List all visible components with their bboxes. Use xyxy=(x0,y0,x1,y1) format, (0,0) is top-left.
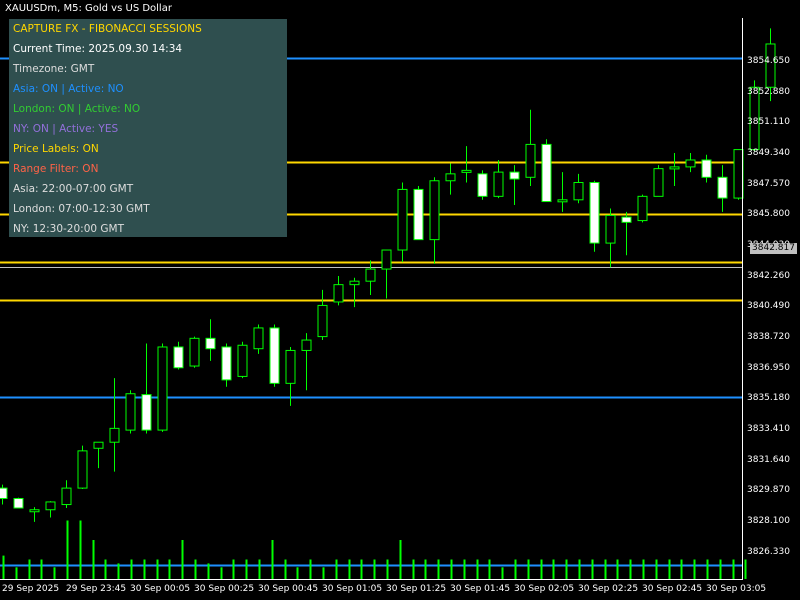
candle-body xyxy=(685,159,696,168)
candle-body xyxy=(413,188,424,241)
price-tick-label: 3838.720 xyxy=(747,331,790,342)
chart-title: XAUUSDm, M5: Gold vs US Dollar xyxy=(5,3,172,14)
panel-line-0: CAPTURE FX - FIBONACCI SESSIONS xyxy=(13,23,202,35)
candle-body xyxy=(525,143,536,178)
candle-body xyxy=(13,497,24,509)
candle-body xyxy=(749,86,760,151)
candle-body xyxy=(653,168,664,197)
price-tick-label: 3835.180 xyxy=(747,393,790,404)
candle-body xyxy=(173,346,184,369)
price-tick-label: 3852.880 xyxy=(747,86,790,97)
candle-body xyxy=(109,427,120,443)
candle-body xyxy=(381,249,392,270)
price-tick-label: 3845.800 xyxy=(747,209,790,220)
session-info-panel: CAPTURE FX - FIBONACCI SESSIONS Current T… xyxy=(9,19,287,237)
current-price-badge: 3842.817 xyxy=(750,243,797,254)
candle-body xyxy=(637,195,648,222)
time-tick-label: 29 Sep 23:45 xyxy=(66,584,127,594)
time-tick-label: 30 Sep 02:25 xyxy=(578,584,639,594)
price-tick-label: 3831.640 xyxy=(747,454,790,465)
candle-body xyxy=(237,344,248,377)
candle-body xyxy=(397,188,408,251)
price-tick-label: 3851.110 xyxy=(747,117,790,128)
candle-body xyxy=(557,199,568,203)
candle-body xyxy=(573,181,584,201)
candle-body xyxy=(365,268,376,282)
panel-line-10: NY: 12:30-20:00 GMT xyxy=(13,223,125,235)
time-tick-label: 30 Sep 00:45 xyxy=(258,584,319,594)
candle-body xyxy=(269,327,280,384)
time-tick-label: 30 Sep 01:45 xyxy=(450,584,511,594)
candle-body xyxy=(509,171,520,180)
price-tick-label: 3849.340 xyxy=(747,148,790,159)
panel-line-3: Asia: ON | Active: NO xyxy=(13,83,124,95)
candle-body xyxy=(93,441,104,449)
candle-body xyxy=(733,149,744,199)
time-tick-label: 30 Sep 01:25 xyxy=(386,584,447,594)
candle-body xyxy=(45,501,56,511)
price-tick-label: 3829.870 xyxy=(747,485,790,496)
candle-body xyxy=(589,181,600,244)
candle-body xyxy=(0,487,8,499)
price-tick-label: 3826.330 xyxy=(747,546,790,557)
candle-body xyxy=(621,216,632,223)
candle-body xyxy=(301,339,312,351)
candlesticks xyxy=(0,28,776,522)
candle-body xyxy=(717,176,728,199)
candle-body xyxy=(141,394,152,431)
panel-line-5: NY: ON | Active: YES xyxy=(13,123,119,135)
candle-body xyxy=(541,143,552,203)
panel-line-7: Range Filter: ON xyxy=(13,163,99,175)
candle-body xyxy=(157,346,168,431)
candle-body xyxy=(29,509,40,513)
candle-body xyxy=(461,169,472,173)
candle-body xyxy=(333,284,344,303)
time-tick-label: 30 Sep 00:25 xyxy=(194,584,255,594)
candle-body xyxy=(669,166,680,170)
candle-body xyxy=(477,173,488,197)
panel-line-9: London: 07:00-12:30 GMT xyxy=(13,203,150,215)
price-tick-label: 3833.410 xyxy=(747,423,790,434)
candle-body xyxy=(445,173,456,182)
candle-body xyxy=(701,159,712,178)
price-tick-label: 3847.570 xyxy=(747,178,790,189)
candle-body xyxy=(253,327,264,350)
candle-body xyxy=(205,337,216,350)
panel-line-6: Price Labels: ON xyxy=(13,143,99,155)
candle-body xyxy=(221,346,232,381)
time-axis-border xyxy=(0,579,743,580)
time-tick-label: 30 Sep 02:05 xyxy=(514,584,575,594)
panel-line-1: Current Time: 2025.09.30 14:34 xyxy=(13,43,183,55)
candle-body xyxy=(317,304,328,338)
candle-body xyxy=(189,337,200,367)
panel-line-8: Asia: 22:00-07:00 GMT xyxy=(13,183,134,195)
price-tick-label: 3842.260 xyxy=(747,270,790,281)
time-tick-label: 30 Sep 02:45 xyxy=(642,584,703,594)
candle-body xyxy=(429,180,440,241)
time-tick-label: 30 Sep 03:05 xyxy=(706,584,767,594)
price-tick-label: 3840.490 xyxy=(747,301,790,312)
candle-body xyxy=(765,43,776,88)
price-axis-border xyxy=(742,18,743,580)
time-tick-label: 30 Sep 00:05 xyxy=(130,584,191,594)
candle-body xyxy=(605,214,616,244)
price-tick-label: 3854.650 xyxy=(747,56,790,67)
volume-bars xyxy=(2,520,747,579)
candle-body xyxy=(125,393,136,431)
panel-line-4: London: ON | Active: NO xyxy=(13,103,141,115)
time-tick-label: 30 Sep 01:05 xyxy=(322,584,383,594)
time-tick-label: 29 Sep 2025 xyxy=(2,584,60,594)
price-tick-label: 3828.100 xyxy=(747,515,790,526)
price-tick-label: 3836.950 xyxy=(747,362,790,373)
candle-body xyxy=(61,487,72,506)
panel-line-2: Timezone: GMT xyxy=(13,63,95,75)
candle-body xyxy=(285,349,296,384)
candle-body xyxy=(493,171,504,197)
candle-body xyxy=(349,280,360,286)
candle-body xyxy=(77,450,88,489)
